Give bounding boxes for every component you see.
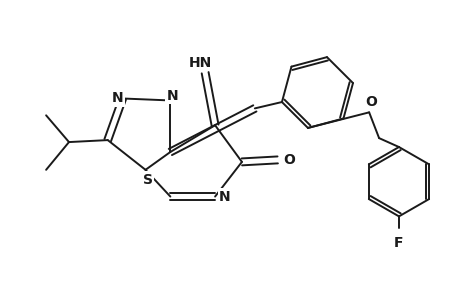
Text: N: N [166, 88, 178, 103]
Text: S: S [142, 173, 152, 187]
Text: O: O [283, 153, 295, 167]
Text: HN: HN [188, 56, 211, 70]
Text: N: N [219, 190, 230, 204]
Text: F: F [393, 236, 403, 250]
Text: N: N [112, 92, 123, 106]
Text: O: O [364, 95, 376, 110]
